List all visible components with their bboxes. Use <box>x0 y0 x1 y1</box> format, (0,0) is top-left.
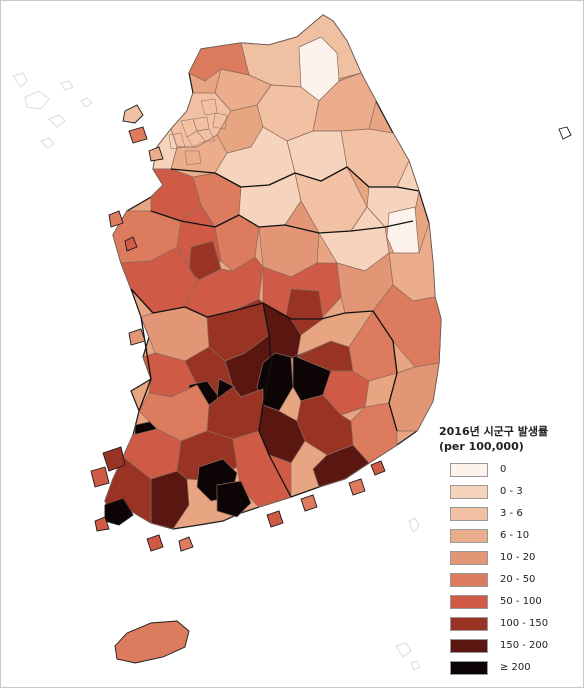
legend-item: 100 - 150 <box>439 615 579 637</box>
legend-label: 3 - 6 <box>500 508 523 519</box>
legend-swatch <box>450 485 488 499</box>
legend-swatch <box>450 661 488 675</box>
legend-item: 50 - 100 <box>439 593 579 615</box>
legend-label: 0 <box>500 464 507 475</box>
legend-swatch <box>450 639 488 653</box>
legend-swatch <box>450 529 488 543</box>
legend-label: ≥ 200 <box>500 662 531 673</box>
legend-label: 150 - 200 <box>500 640 549 651</box>
legend-item: 6 - 10 <box>439 527 579 549</box>
capital-districts <box>168 98 228 166</box>
legend-item: ≥ 200 <box>439 659 579 681</box>
legend-item: 10 - 20 <box>439 549 579 571</box>
ghost-islands <box>12 72 421 671</box>
legend-item: 3 - 6 <box>439 505 579 527</box>
legend-item: 20 - 50 <box>439 571 579 593</box>
legend-label: 100 - 150 <box>500 618 549 629</box>
legend-label: 0 - 3 <box>500 486 523 497</box>
legend-swatch <box>450 617 488 631</box>
legend-item: 0 <box>439 461 579 483</box>
region-fills <box>104 14 442 530</box>
legend-title-line1: 2016년 시군구 발생률 <box>439 425 549 438</box>
legend-rows: 0 0 - 3 3 - 6 6 - 10 10 - 20 20 - 50 50 - 100 1… <box>439 461 579 681</box>
legend-item: 0 - 3 <box>439 483 579 505</box>
legend-swatch <box>450 463 488 477</box>
legend-title-line2: (per 100,000) <box>439 440 524 453</box>
map-legend: 2016년 시군구 발생률 (per 100,000) 0 0 - 3 3 - 6 6… <box>439 424 579 681</box>
legend-label: 6 - 10 <box>500 530 530 541</box>
legend-label: 10 - 20 <box>500 552 536 563</box>
islands <box>90 104 572 664</box>
legend-label: 20 - 50 <box>500 574 536 585</box>
legend-label: 50 - 100 <box>500 596 542 607</box>
legend-item: 150 - 200 <box>439 637 579 659</box>
legend-swatch <box>450 573 488 587</box>
legend-swatch <box>450 551 488 565</box>
legend-swatch <box>450 507 488 521</box>
legend-title: 2016년 시군구 발생률 (per 100,000) <box>439 424 579 454</box>
legend-swatch <box>450 595 488 609</box>
